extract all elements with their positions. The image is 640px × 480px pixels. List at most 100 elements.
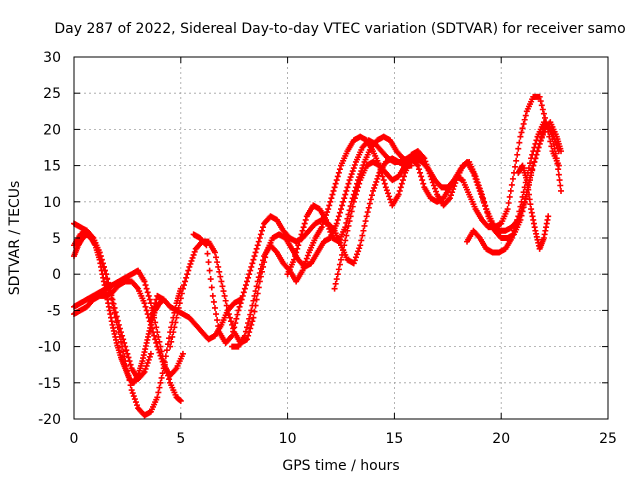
data-point-marker [186,263,193,270]
data-point-marker [247,311,254,318]
data-point-marker [451,183,458,190]
y-tick-label: 5 [52,231,61,247]
data-point-marker [424,164,431,171]
y-tick-label: 30 [43,50,61,66]
data-point-marker [387,196,394,203]
data-point-marker [549,136,556,143]
data-point-marker [244,278,251,285]
data-point-marker [417,169,424,176]
data-point-marker [520,120,527,127]
data-point-marker [511,227,518,234]
data-point-marker [446,195,453,202]
data-point-marker [512,224,519,231]
data-point-marker [248,321,255,328]
data-point-marker [533,137,540,144]
data-point-marker [323,216,330,223]
data-point-marker [233,315,240,322]
data-point-marker [158,374,165,381]
data-point-marker [348,208,355,215]
data-point-marker [349,168,356,175]
data-point-marker [245,320,252,327]
x-tick-label: 0 [70,431,79,447]
data-point-marker [250,297,257,304]
data-point-marker [522,112,529,119]
data-point-marker [425,167,432,174]
data-point-marker [251,253,258,260]
data-point-marker [515,145,522,152]
data-point-marker [254,242,261,249]
data-point-marker [343,232,350,239]
series-arc-13 [515,162,552,252]
data-point-marker [318,224,325,231]
data-point-marker [121,339,128,346]
data-point-marker [227,318,234,325]
data-point-marker [298,231,305,238]
data-point-marker [423,161,430,168]
data-point-marker [336,166,343,173]
data-point-marker [242,328,249,335]
data-point-marker [342,191,349,198]
data-point-marker [208,284,215,291]
data-point-marker [119,332,126,339]
data-point-marker [525,165,532,172]
data-point-marker [339,202,346,209]
data-point-marker [335,213,342,220]
data-point-marker [163,347,170,354]
data-point-marker [419,177,426,184]
data-point-marker [206,267,213,274]
data-point-marker [155,389,162,396]
data-point-marker [348,171,355,178]
data-point-marker [168,338,175,345]
data-point-marker [356,245,363,252]
data-point-marker [330,187,337,194]
data-point-marker [247,325,254,332]
data-point-marker [528,155,535,162]
y-tick-label: 10 [43,195,61,211]
data-point-marker [170,329,177,336]
data-point-marker [301,261,308,268]
data-point-marker [166,335,173,342]
data-point-marker [356,180,363,187]
x-tick-label: 25 [599,431,617,447]
data-point-marker [480,195,487,202]
data-point-marker [244,324,251,331]
data-point-marker [349,203,356,210]
data-point-marker [155,346,162,353]
data-point-marker [374,175,381,182]
data-point-marker [249,318,256,325]
data-point-marker [240,289,247,296]
data-point-marker [553,155,560,162]
series-arc-9 [229,93,562,350]
data-point-marker [169,333,176,340]
data-point-marker [550,140,557,147]
data-point-marker [253,283,260,290]
data-point-marker [236,303,243,310]
data-point-marker [365,204,372,211]
data-point-marker [481,198,488,205]
data-point-marker [110,300,117,307]
data-point-marker [379,173,386,180]
data-point-marker [161,361,168,368]
y-tick-label: 0 [52,267,61,283]
data-point-marker [183,274,190,281]
data-point-marker [473,176,480,183]
data-point-marker [395,191,402,198]
data-point-marker [175,304,182,311]
data-point-marker [372,181,379,188]
data-point-marker [397,184,404,191]
data-point-marker [253,296,260,303]
data-point-marker [342,237,349,244]
data-point-marker [151,303,158,310]
data-point-marker [174,309,181,316]
data-point-marker [300,224,307,231]
data-point-marker [509,175,516,182]
data-point-marker [177,397,184,404]
data-point-marker [343,219,350,226]
data-point-marker [433,188,440,195]
data-point-marker [532,140,539,147]
data-point-marker [249,260,256,267]
data-point-marker [381,180,388,187]
data-point-marker [554,160,561,167]
data-point-marker [239,292,246,299]
data-point-marker [333,276,340,283]
